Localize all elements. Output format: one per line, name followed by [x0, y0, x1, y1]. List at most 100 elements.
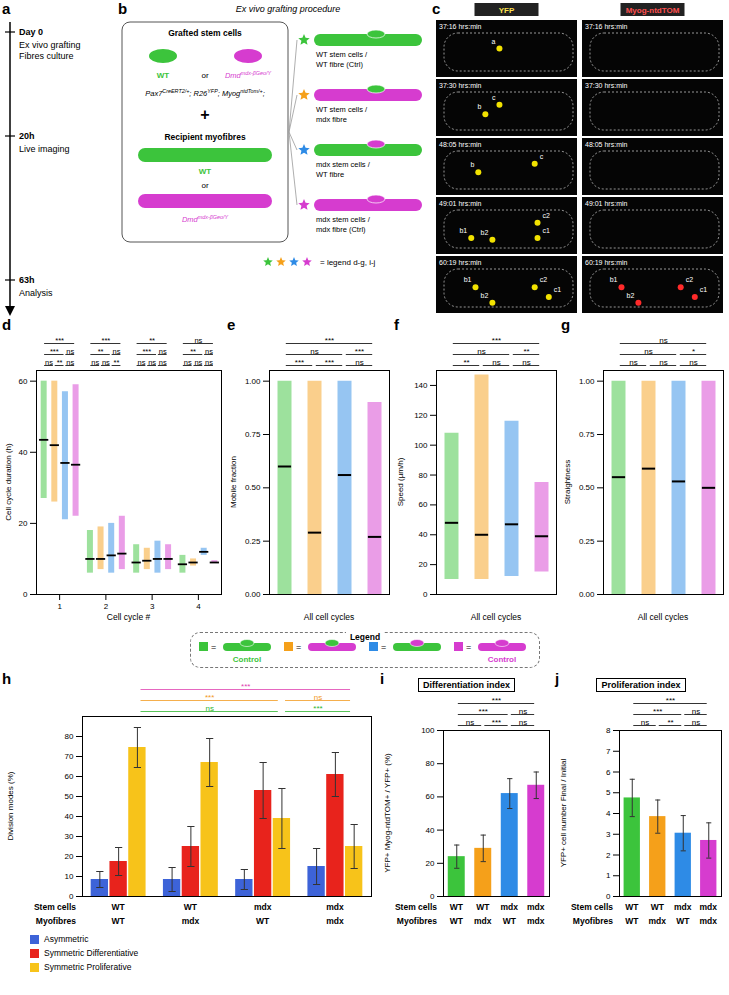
svg-text:49:01 hrs:min: 49:01 hrs:min — [439, 200, 482, 207]
svg-text:b1: b1 — [610, 276, 618, 283]
svg-text:10: 10 — [65, 872, 74, 881]
svg-text:***: *** — [205, 693, 214, 702]
svg-text:ns: ns — [194, 358, 202, 367]
svg-text:*: * — [692, 347, 695, 356]
svg-text:7: 7 — [606, 747, 611, 756]
svg-text:**: ** — [463, 358, 469, 367]
svg-text:***: *** — [355, 347, 364, 356]
svg-text:Straightness: Straightness — [563, 460, 572, 504]
svg-text:**: ** — [114, 358, 120, 367]
svg-text:0: 0 — [606, 892, 611, 901]
svg-text:80: 80 — [65, 732, 74, 741]
svg-text:Grafted stem cells: Grafted stem cells — [168, 28, 242, 38]
svg-text:WT fibre (Ctrl): WT fibre (Ctrl) — [316, 60, 363, 69]
svg-text:ns: ns — [659, 336, 667, 345]
svg-text:20: 20 — [426, 859, 435, 868]
svg-text:b2: b2 — [627, 292, 635, 299]
svg-text:2: 2 — [606, 851, 611, 860]
svg-text:mdx stem cells /: mdx stem cells / — [316, 215, 371, 224]
svg-text:20h: 20h — [19, 131, 35, 141]
svg-text:+: + — [200, 106, 209, 123]
svg-text:Division modes (%): Division modes (%) — [6, 771, 15, 840]
svg-text:***: *** — [492, 336, 501, 345]
svg-text:ns: ns — [205, 358, 213, 367]
svg-text:***: *** — [55, 336, 64, 345]
svg-text:0.75: 0.75 — [245, 430, 261, 439]
svg-text:6: 6 — [606, 768, 611, 777]
svg-text:c1: c1 — [554, 286, 562, 293]
svg-text:c2: c2 — [543, 212, 551, 219]
svg-text:=: = — [211, 642, 216, 652]
svg-text:0.25: 0.25 — [579, 537, 595, 546]
svg-text:60: 60 — [19, 377, 28, 386]
svg-text:Control: Control — [233, 655, 261, 664]
svg-text:3: 3 — [150, 602, 155, 611]
svg-text:WT stem cells /: WT stem cells / — [316, 105, 368, 114]
svg-text:WT stem cells /: WT stem cells / — [316, 50, 368, 59]
svg-text:20: 20 — [65, 852, 74, 861]
svg-text:Dmdmdx-βGeo/Y: Dmdmdx-βGeo/Y — [182, 214, 229, 224]
svg-text:**: ** — [523, 347, 529, 356]
svg-text:c1: c1 — [700, 286, 708, 293]
svg-text:***: *** — [325, 358, 334, 367]
svg-text:2: 2 — [104, 602, 109, 611]
svg-text:48:05 hrs:min: 48:05 hrs:min — [439, 141, 482, 148]
svg-text:ns: ns — [66, 358, 74, 367]
svg-text:100: 100 — [414, 441, 428, 450]
svg-text:40: 40 — [419, 530, 428, 539]
svg-text:63h: 63h — [19, 275, 35, 285]
svg-text:ns: ns — [519, 707, 527, 716]
svg-text:***: *** — [492, 718, 501, 727]
svg-text:ns: ns — [138, 358, 146, 367]
svg-text:ns: ns — [91, 358, 99, 367]
svg-text:***: *** — [295, 358, 304, 367]
svg-text:0.50: 0.50 — [245, 483, 261, 492]
svg-text:=: = — [381, 642, 386, 652]
svg-text:ns: ns — [629, 358, 637, 367]
svg-text:***: *** — [101, 336, 110, 345]
svg-text:Fibres culture: Fibres culture — [19, 51, 74, 61]
svg-text:b: b — [470, 161, 474, 168]
svg-text:b: b — [477, 103, 481, 110]
svg-text:ns: ns — [641, 718, 649, 727]
svg-text:ns: ns — [102, 358, 110, 367]
svg-text:***: *** — [492, 696, 501, 705]
svg-text:c: c — [540, 153, 544, 160]
svg-text:ns: ns — [689, 358, 697, 367]
svg-text:4: 4 — [606, 809, 611, 818]
svg-text:mdx stem cells /: mdx stem cells / — [316, 160, 371, 169]
svg-text:0.75: 0.75 — [579, 430, 595, 439]
svg-text:60:19 hrs:min: 60:19 hrs:min — [439, 259, 482, 266]
svg-text:ns: ns — [466, 718, 474, 727]
svg-text:ns: ns — [159, 358, 167, 367]
svg-text:1.00: 1.00 — [245, 377, 261, 386]
svg-text:**: ** — [190, 347, 196, 356]
svg-text:mdx fibre (Ctrl): mdx fibre (Ctrl) — [316, 225, 366, 234]
svg-text:1.00: 1.00 — [579, 377, 595, 386]
svg-text:60: 60 — [65, 772, 74, 781]
svg-text:ns: ns — [148, 358, 156, 367]
svg-text:b2: b2 — [481, 229, 489, 236]
svg-text:***: *** — [241, 682, 250, 691]
svg-text:0: 0 — [430, 892, 435, 901]
svg-text:***: *** — [50, 347, 59, 356]
svg-text:b2: b2 — [481, 292, 489, 299]
svg-text:WT: WT — [157, 71, 170, 80]
svg-text:mdx fibre: mdx fibre — [316, 115, 347, 124]
svg-text:0.00: 0.00 — [579, 590, 595, 599]
svg-text:37:30 hrs:min: 37:30 hrs:min — [585, 82, 628, 89]
svg-text:***: *** — [142, 347, 151, 356]
svg-text:5: 5 — [606, 788, 611, 797]
svg-text:ns: ns — [659, 358, 667, 367]
svg-text:c2: c2 — [540, 276, 548, 283]
svg-text:20: 20 — [19, 519, 28, 528]
svg-text:c2: c2 — [686, 276, 694, 283]
svg-text:37:16 hrs:min: 37:16 hrs:min — [585, 23, 628, 30]
svg-text:Myog-ntdTOM: Myog-ntdTOM — [626, 6, 680, 15]
svg-text:ns: ns — [45, 358, 53, 367]
svg-text:= legend d-g, i-j: = legend d-g, i-j — [320, 258, 376, 267]
svg-text:100: 100 — [421, 726, 435, 735]
svg-text:Cell cycle duration (h): Cell cycle duration (h) — [4, 443, 13, 521]
svg-text:140: 140 — [414, 381, 428, 390]
svg-text:Dmdmdx-βGeo/Y: Dmdmdx-βGeo/Y — [225, 70, 272, 80]
